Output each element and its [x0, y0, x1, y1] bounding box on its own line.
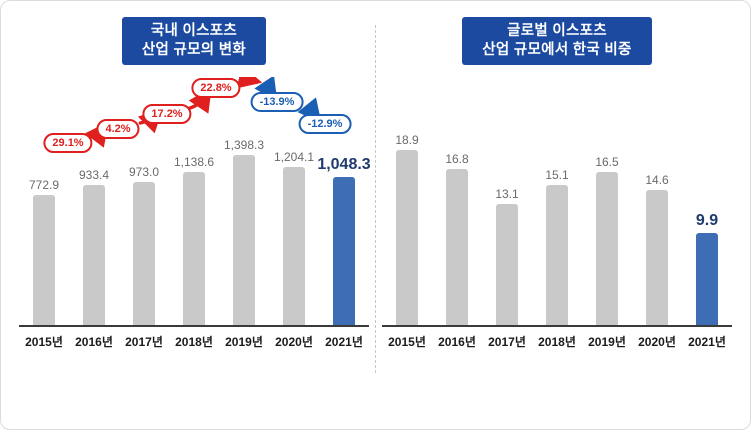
bar-value-label: 18.9: [395, 133, 419, 148]
bar-value-label: 15.1: [545, 168, 569, 183]
year-label: 2015년: [25, 334, 63, 349]
bar: [596, 172, 618, 326]
bar-value-label: 1,398.3: [223, 138, 265, 153]
bar: [233, 155, 255, 326]
chart-title-line: 산업 규모에서 한국 비중: [482, 42, 632, 59]
bars-row: 772.9 933.4 973.0 1,138.6 1,398.3 1,204.1 1,04…: [19, 77, 371, 328]
bar-slot: 13.1: [482, 187, 532, 326]
bar-slot: 1,048.3: [317, 156, 371, 326]
domestic-esports-panel: 국내 이스포츠 산업 규모의 변화 29.1: [19, 17, 371, 429]
bar-slot: 15.1: [532, 168, 582, 326]
growth-rate-badge: 29.1%: [43, 133, 93, 154]
global-share-panel: 글로벌 이스포츠 산업 규모에서 한국 비중 18.9 16.8 13.1 15.1 1…: [382, 17, 732, 429]
year-label: 2020년: [275, 334, 313, 349]
bar-slot: 933.4: [69, 168, 119, 326]
bars-row: 18.9 16.8 13.1 15.1 16.5 14.6 9.9: [382, 77, 732, 328]
bar-slot: 16.5: [582, 155, 632, 326]
bar-slot: 772.9: [19, 178, 69, 326]
domestic-bar-chart: 29.1% 4.2% 17.2% 22.8% -13.9% -12.9% 772.9 933…: [19, 77, 371, 355]
bar-value-label: 13.1: [495, 187, 519, 202]
growth-rate-badge: 4.2%: [96, 119, 140, 140]
bar: [546, 185, 568, 326]
bar-slot: 1,138.6: [169, 155, 219, 326]
global-bar-chart: 18.9 16.8 13.1 15.1 16.5 14.6 9.9 2015년 2016년 20…: [382, 77, 732, 355]
bar: [183, 172, 205, 326]
bar-value-label: 1,048.3: [317, 156, 371, 174]
year-label: 2017년: [125, 334, 163, 349]
chart-title-line: 국내 이스포츠: [150, 23, 238, 39]
year-label: 2017년: [488, 334, 526, 349]
global-chart-title-banner: 글로벌 이스포츠 산업 규모에서 한국 비중: [462, 17, 652, 66]
year-label: 2015년: [388, 334, 426, 349]
bar-value-label: 973.0: [128, 165, 160, 180]
bar-slot: 973.0: [119, 165, 169, 326]
chart-title-line: 글로벌 이스포츠: [507, 23, 607, 39]
bar: [33, 195, 55, 326]
bar-value-label: 9.9: [695, 212, 719, 230]
growth-rate-badge: 17.2%: [142, 104, 192, 125]
year-label: 2016년: [438, 334, 476, 349]
year-label: 2016년: [75, 334, 113, 349]
year-label: 2019년: [225, 334, 263, 349]
bar-value-label: 1,138.6: [173, 155, 215, 170]
chart-title-line: 산업 규모의 변화: [141, 42, 247, 59]
bar-value-label: 14.6: [645, 173, 669, 188]
bar-value-label: 16.8: [445, 152, 469, 167]
bar: [133, 182, 155, 326]
bar-slot: 1,398.3: [219, 138, 269, 326]
bar-slot: 18.9: [382, 133, 432, 326]
decline-rate-badge: -13.9%: [250, 92, 304, 113]
year-axis: 2015년 2016년 2017년 2018년 2019년 2020년 2021년: [19, 327, 369, 355]
bar: [646, 190, 668, 326]
bar-value-label: 772.9: [28, 178, 60, 193]
bar-slot: 14.6: [632, 173, 682, 326]
increase-arrow-icon: [236, 77, 263, 89]
year-label: 2021년: [325, 334, 363, 349]
bar: [83, 185, 105, 326]
decline-rate-badge: -12.9%: [298, 114, 352, 135]
bar-value-label: 933.4: [78, 168, 110, 183]
bar: [396, 150, 418, 326]
year-label: 2018년: [538, 334, 576, 349]
highlighted-bar: [333, 177, 355, 326]
panel-divider: [375, 25, 376, 373]
bar: [496, 204, 518, 326]
bar-value-label: 16.5: [595, 155, 619, 170]
year-axis: 2015년 2016년 2017년 2018년 2019년 2020년 2021년: [382, 327, 732, 355]
bar-slot: 1,204.1: [269, 150, 319, 326]
year-label: 2021년: [688, 334, 726, 349]
growth-rate-badge: 22.8%: [191, 78, 241, 99]
bar-value-label: 1,204.1: [273, 150, 315, 165]
year-label: 2020년: [638, 334, 676, 349]
bar: [283, 167, 305, 326]
domestic-chart-title-banner: 국내 이스포츠 산업 규모의 변화: [121, 17, 267, 66]
year-label: 2018년: [175, 334, 213, 349]
bar-slot: 9.9: [682, 212, 732, 326]
bar: [446, 169, 468, 326]
bar-slot: 16.8: [432, 152, 482, 326]
year-label: 2019년: [588, 334, 626, 349]
highlighted-bar: [696, 233, 718, 326]
